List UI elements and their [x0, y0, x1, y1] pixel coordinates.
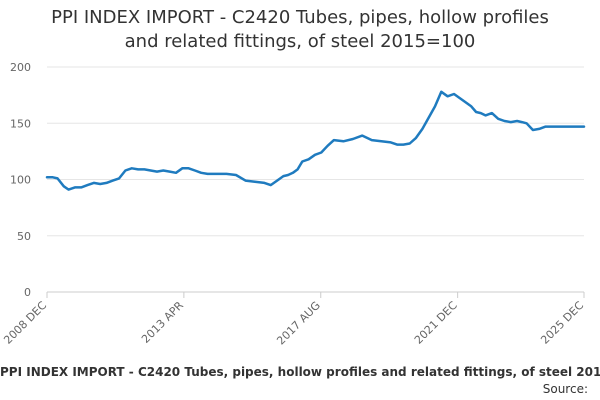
grid-lines [47, 66, 584, 293]
chart-title: PPI INDEX IMPORT - C2420 Tubes, pipes, h… [0, 6, 600, 54]
chart-title-line-1: PPI INDEX IMPORT - C2420 Tubes, pipes, h… [51, 7, 549, 28]
y-tick-label: 50 [17, 230, 31, 243]
y-axis-ticks: 0 50 100 150 200 [10, 61, 31, 299]
source-label: Source: [542, 382, 588, 396]
y-tick-label: 150 [10, 117, 31, 130]
chart-title-line-2: and related fittings, of steel 2015=100 [124, 31, 476, 52]
series-line-0[interactable] [45, 90, 586, 191]
y-tick-label: 0 [24, 286, 31, 299]
x-tick-label: 2008 DEC [1, 299, 49, 347]
x-tick-label: 2013 APR [139, 299, 186, 346]
x-tick-label: 2017 AUG [274, 299, 323, 348]
x-axis-ticks: 2008 DEC 2013 APR 2017 AUG 2021 DEC 2025 DEC [1, 292, 586, 347]
x-tick-label: 2025 DEC [538, 299, 586, 347]
series-layer [45, 90, 586, 191]
footer-caption: PPI INDEX IMPORT - C2420 Tubes, pipes, h… [0, 365, 600, 379]
x-tick-label: 2021 DEC [412, 299, 460, 347]
y-tick-label: 200 [10, 61, 31, 74]
y-tick-label: 100 [10, 174, 31, 187]
